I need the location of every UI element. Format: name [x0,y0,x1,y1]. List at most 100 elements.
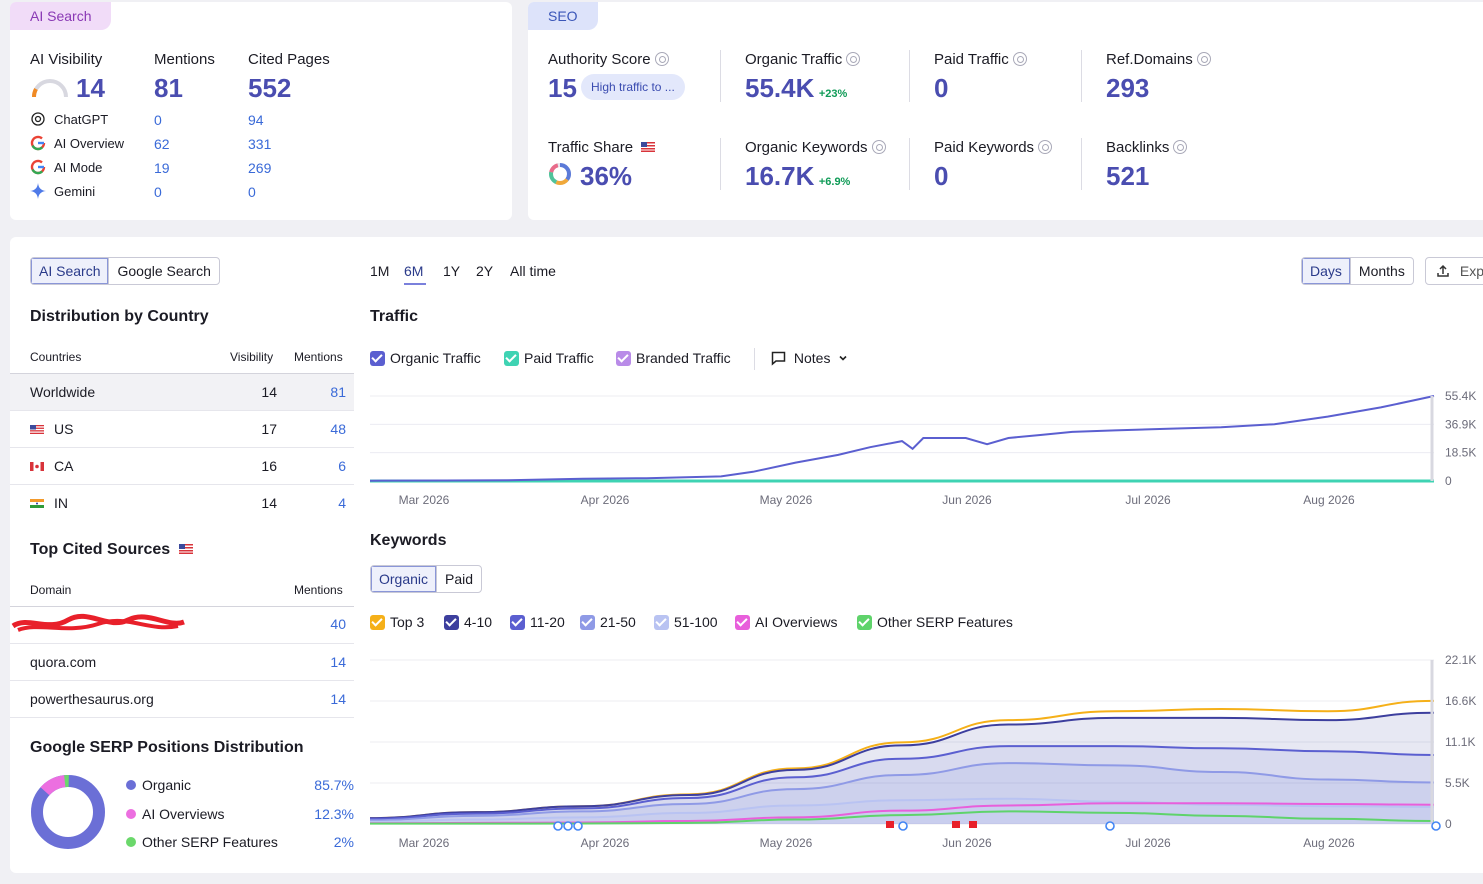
legend-11-20[interactable]: 11-20 [510,614,565,630]
country-mentions[interactable]: 4 [338,495,346,511]
toggle-ai-search[interactable]: AI Search [31,258,110,284]
traffic-share-donut-icon [549,163,571,185]
country-mentions[interactable]: 48 [330,421,346,437]
chatgpt-mentions[interactable]: 0 [154,112,162,128]
granularity-days[interactable]: Days [1302,258,1351,284]
source-mentions[interactable]: 14 [330,691,346,707]
paid-keywords-label: Paid Keywords [934,139,1053,156]
range-1m[interactable]: 1M [370,263,390,279]
legend-top-3[interactable]: Top 3 [370,614,424,630]
info-icon[interactable] [1012,52,1027,66]
paid-traffic-value[interactable]: 0 [934,73,949,103]
range-6m[interactable]: 6M [404,263,424,279]
country-row-us[interactable]: US [30,421,73,437]
country-mentions[interactable]: 81 [330,384,346,400]
ref-domains-value[interactable]: 293 [1106,73,1150,103]
organic-keywords-delta: +6.9% [818,176,851,188]
notes-dropdown[interactable]: Notes [771,350,848,366]
legend-label: Top 3 [390,614,425,630]
legend-ai-overviews[interactable]: AI Overviews [735,614,837,630]
info-icon[interactable] [1038,140,1053,154]
export-button[interactable]: Exp [1425,257,1483,285]
y-tick-label: 55.4K [1445,389,1476,403]
col-mentions: Mentions [294,350,343,364]
checkbox-icon[interactable] [616,351,631,366]
country-row-ca[interactable]: CA [30,458,73,474]
range-1y[interactable]: 1Y [443,263,461,279]
divider [1081,138,1082,190]
info-icon[interactable] [871,140,886,154]
y-tick-label: 0 [1445,474,1452,488]
ai-row-name: ChatGPT [54,112,109,127]
ai-row-name: AI Mode [54,160,103,175]
granularity-months[interactable]: Months [1358,263,1405,279]
x-tick-label: Aug 2026 [1303,836,1355,850]
main-panel [10,237,1483,873]
ai-overview-mentions[interactable]: 62 [154,136,170,152]
info-icon[interactable] [1196,52,1211,66]
country-mentions[interactable]: 6 [338,458,346,474]
range-all-time[interactable]: All time [510,263,556,279]
chatgpt-cited[interactable]: 94 [248,112,264,128]
google-update-marker-icon [898,821,908,831]
keywords-chart: 22.1K 16.6K 11.1K 5.5K 0 Mar 2026 Apr 2026 May … [370,653,1476,850]
checkbox-icon[interactable] [510,615,525,630]
info-icon[interactable] [846,52,861,66]
checkbox-icon[interactable] [580,615,595,630]
source-mentions[interactable]: 40 [330,616,346,632]
legend-branded-traffic[interactable]: Branded Traffic [616,350,731,366]
legend-51-100[interactable]: 51-100 [654,614,718,630]
legend-paid-traffic[interactable]: Paid Traffic [504,350,594,366]
series-line-21-50 [370,762,1435,822]
ai-overview-cited[interactable]: 331 [248,136,272,152]
authority-score-value[interactable]: 15 [548,73,577,103]
info-icon[interactable] [654,52,669,66]
organic-traffic-value[interactable]: 55.4K [745,73,815,103]
toggle-google-search[interactable]: Google Search [117,263,211,279]
gemini-cited[interactable]: 0 [248,184,256,200]
source-domain[interactable]: powerthesaurus.org [30,691,154,707]
y-tick-label: 22.1K [1445,653,1476,667]
source-domain[interactable]: quora.com [30,654,97,670]
legend-4-10[interactable]: 4-10 [444,614,492,630]
checkbox-icon[interactable] [857,615,872,630]
legend-21-50[interactable]: 21-50 [580,614,636,630]
y-tick-label: 0 [1445,817,1452,831]
search-type-toggle: AI Search Google Search [30,257,220,285]
traffic-chart: 55.4K 36.9K 18.5K 0 Mar 2026 Apr 2026 May 2026… [370,389,1476,507]
y-tick-label: 36.9K [1445,417,1476,431]
toggle-organic[interactable]: Organic [371,566,438,592]
ca-flag-icon [30,462,44,471]
x-tick-label: Jun 2026 [942,493,992,507]
seo-tag: SEO [528,2,598,30]
range-2y[interactable]: 2Y [476,263,494,279]
divider [754,348,755,370]
ai-visibility-value: 14 [76,73,105,103]
authority-score-label: Authority Score [548,51,669,68]
checkbox-icon[interactable] [504,351,519,366]
ai-search-card: AI Search AI Visibility Mentions Cited P… [10,2,512,220]
toggle-paid[interactable]: Paid [445,571,474,587]
checkbox-icon[interactable] [654,615,669,630]
ai-mode-mentions[interactable]: 19 [154,160,170,176]
note-flag-marker-icon [952,821,960,828]
source-mentions[interactable]: 14 [330,654,346,670]
country-row-worldwide[interactable] [10,374,354,410]
ai-mode-cited[interactable]: 269 [248,160,272,176]
traffic-share-value[interactable]: 36% [580,161,633,191]
checkbox-icon[interactable] [444,615,459,630]
country-row-in[interactable]: IN [30,495,68,511]
checkbox-icon[interactable] [735,615,750,630]
info-icon[interactable] [1173,140,1188,154]
divider [909,50,910,102]
authority-badge[interactable]: High traffic to ... [581,74,685,100]
organic-keywords-value[interactable]: 16.7K [745,161,815,191]
legend-other-serp[interactable]: Other SERP Features [857,614,1013,630]
paid-keywords-value[interactable]: 0 [934,161,949,191]
checkbox-icon[interactable] [370,615,385,630]
gemini-mentions[interactable]: 0 [154,184,162,200]
serp-legend-value: 2% [333,834,354,850]
legend-organic-traffic[interactable]: Organic Traffic [370,350,481,366]
checkbox-icon[interactable] [370,351,385,366]
backlinks-value[interactable]: 521 [1106,161,1150,191]
